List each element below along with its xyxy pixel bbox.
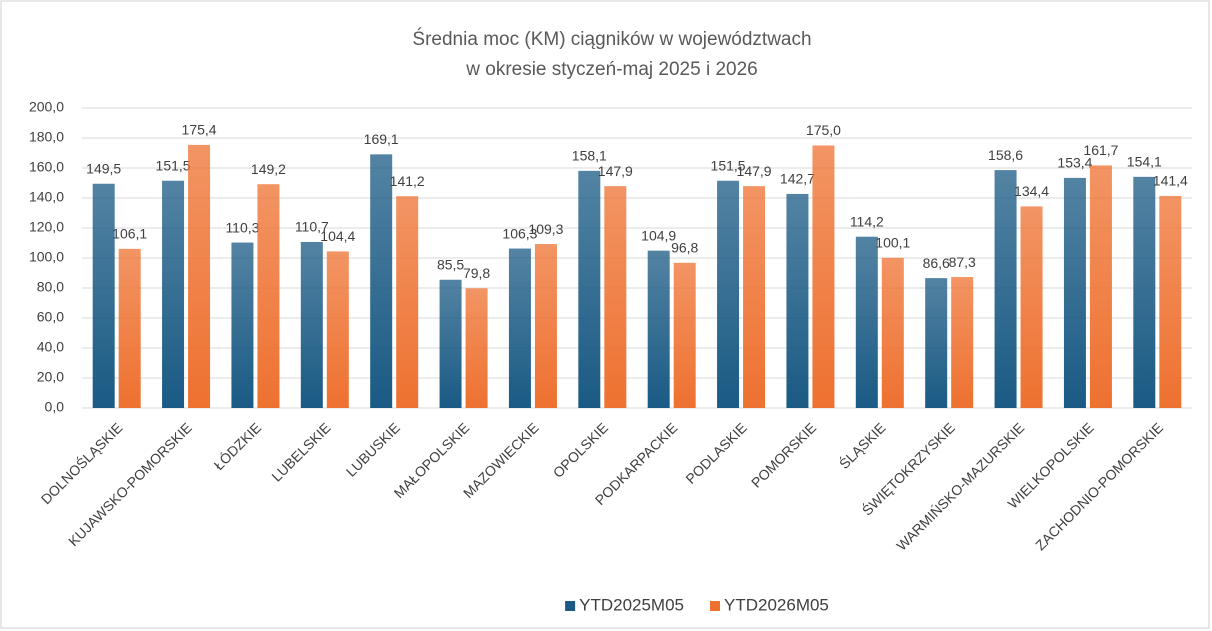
bar xyxy=(604,186,627,408)
chart-title: Średnia moc (KM) ciągników w województwa… xyxy=(412,28,811,50)
value-label: 87,3 xyxy=(949,254,976,270)
bar xyxy=(300,241,323,408)
value-label: 100,1 xyxy=(875,235,910,251)
value-label: 147,9 xyxy=(737,163,772,179)
value-label: 153,4 xyxy=(1057,155,1092,171)
bar xyxy=(647,250,670,408)
bar xyxy=(1063,177,1086,408)
value-label: 175,0 xyxy=(806,122,841,138)
value-label: 169,1 xyxy=(364,131,399,147)
bar xyxy=(118,248,141,408)
bar xyxy=(743,186,766,408)
y-tick-label: 100,0 xyxy=(29,249,64,265)
bar xyxy=(786,193,809,408)
bar xyxy=(855,236,878,408)
y-tick-label: 80,0 xyxy=(37,279,64,295)
legend: YTD2025M05 YTD2026M05 xyxy=(565,595,829,614)
bar xyxy=(231,242,254,408)
value-label: 141,2 xyxy=(390,173,425,189)
value-label: 142,7 xyxy=(780,171,815,187)
bar xyxy=(717,180,740,408)
value-label: 151,5 xyxy=(711,157,746,173)
value-label: 109,3 xyxy=(528,221,563,237)
value-label: 86,6 xyxy=(923,255,950,271)
value-label: 79,8 xyxy=(463,265,490,281)
bar xyxy=(881,257,904,408)
legend-swatch xyxy=(565,601,576,611)
value-label: 114,2 xyxy=(850,213,884,229)
bar xyxy=(257,184,280,408)
value-label: 104,4 xyxy=(320,228,355,244)
bar xyxy=(1020,206,1043,408)
value-label: 147,9 xyxy=(598,163,633,179)
value-label: 96,8 xyxy=(671,240,698,256)
bar xyxy=(994,170,1017,408)
bar xyxy=(1159,195,1182,408)
value-label: 106,1 xyxy=(112,226,147,242)
y-tick-label: 140,0 xyxy=(29,189,64,205)
bar xyxy=(188,144,211,408)
value-label: 141,4 xyxy=(1153,173,1188,189)
bar xyxy=(1089,165,1112,408)
bar xyxy=(951,277,974,408)
y-tick-label: 60,0 xyxy=(37,309,64,325)
bar xyxy=(534,244,557,408)
bar xyxy=(326,251,349,408)
bar xyxy=(812,145,835,408)
bar xyxy=(396,196,419,408)
bar xyxy=(1133,176,1156,408)
value-label: 110,7 xyxy=(295,219,329,235)
chart-title: w okresie styczeń-maj 2025 i 2026 xyxy=(465,59,757,80)
value-label: 158,1 xyxy=(572,148,607,164)
y-tick-label: 40,0 xyxy=(37,339,64,355)
value-label: 85,5 xyxy=(437,256,464,272)
bar xyxy=(439,279,462,408)
bar xyxy=(508,248,531,408)
y-tick-label: 200,0 xyxy=(29,99,64,115)
value-label: 104,9 xyxy=(641,227,676,243)
bar xyxy=(370,154,393,408)
y-tick-label: 180,0 xyxy=(29,129,64,145)
value-label: 175,4 xyxy=(182,122,217,138)
y-tick-label: 120,0 xyxy=(29,219,64,235)
bar xyxy=(465,288,488,408)
y-tick-label: 20,0 xyxy=(37,369,64,385)
value-label: 149,5 xyxy=(86,160,121,176)
value-label: 149,2 xyxy=(251,161,286,177)
bar xyxy=(673,262,696,408)
bar xyxy=(92,183,115,408)
bar xyxy=(578,170,601,408)
legend-swatch xyxy=(710,601,720,611)
value-label: 161,7 xyxy=(1083,142,1118,158)
value-label: 134,4 xyxy=(1014,183,1049,199)
y-tick-label: 0,0 xyxy=(45,399,65,415)
legend-label: YTD2025M05 xyxy=(579,595,684,614)
bar xyxy=(162,180,185,408)
y-tick-label: 160,0 xyxy=(29,159,64,175)
value-label: 151,5 xyxy=(156,157,191,173)
legend-label: YTD2026M05 xyxy=(724,595,829,614)
value-label: 154,1 xyxy=(1127,154,1162,170)
value-label: 106,3 xyxy=(502,225,537,241)
bar xyxy=(925,278,948,408)
value-label: 158,6 xyxy=(988,147,1023,163)
value-label: 110,3 xyxy=(225,219,259,235)
